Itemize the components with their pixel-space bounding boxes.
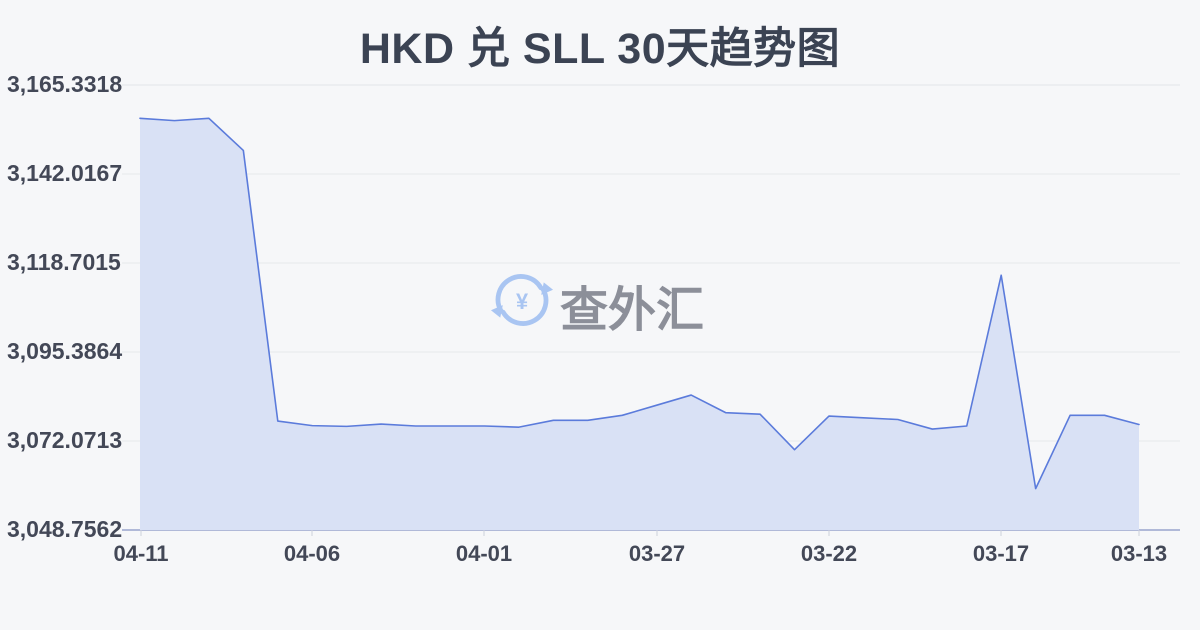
svg-text:查外汇: 查外汇 [560, 284, 704, 337]
svg-text:¥: ¥ [516, 289, 528, 314]
